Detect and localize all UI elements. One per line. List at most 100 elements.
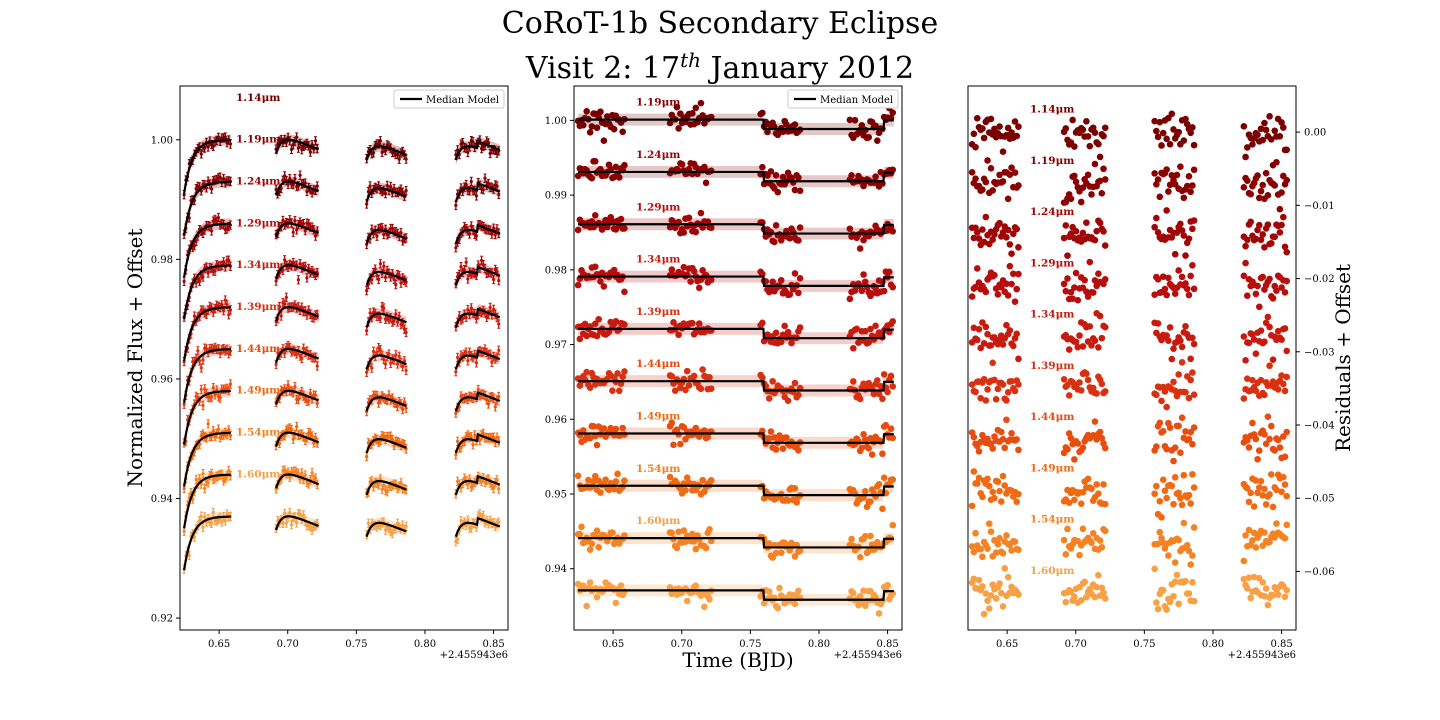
data-point (196, 349, 200, 353)
median-model-line (183, 222, 501, 278)
panel-light-curves: 1.14μm 1.19μm 1.24μm 1.29μm 1.34μm 1.39μm 1.44… (123, 85, 509, 661)
data-point (598, 226, 606, 233)
plot-area (182, 132, 501, 576)
data-point (856, 245, 864, 252)
data-point (481, 513, 485, 518)
data-point (583, 368, 590, 376)
data-point (692, 104, 700, 112)
series-4 (182, 292, 501, 367)
data-point (471, 140, 475, 144)
data-point (221, 308, 226, 313)
data-point (586, 384, 594, 391)
series-5 (182, 340, 501, 409)
data-point (187, 553, 191, 558)
data-point (884, 388, 891, 396)
data-point (459, 446, 463, 450)
data-point (395, 362, 400, 366)
data-point (303, 473, 307, 477)
data-point (308, 431, 312, 436)
data-point (889, 318, 897, 325)
data-point (404, 330, 408, 335)
data-point (289, 428, 294, 432)
data-point (591, 320, 599, 328)
data-point (615, 174, 623, 181)
data-point (690, 267, 698, 275)
data-point (497, 192, 501, 197)
data-point (225, 227, 229, 231)
data-point (378, 262, 382, 266)
median-model-line (578, 118, 894, 131)
data-point (371, 484, 376, 489)
data-point (383, 191, 388, 196)
median-model-line (578, 170, 894, 183)
data-point (781, 322, 788, 330)
series-5 (574, 366, 897, 404)
data-point (461, 317, 465, 321)
data-point (199, 366, 203, 370)
data-point (699, 366, 706, 373)
data-point (699, 224, 706, 231)
data-point (491, 226, 496, 230)
data-point (707, 224, 715, 232)
wavelength-label: 1.60μm (236, 468, 280, 480)
data-point (296, 184, 300, 188)
title-line-2: Visit 2: 17th January 2012 (0, 42, 1440, 87)
data-point (216, 135, 221, 140)
series-2 (574, 209, 897, 252)
data-point (600, 137, 608, 144)
data-point (279, 138, 283, 142)
data-point (772, 171, 780, 179)
data-point (454, 246, 458, 250)
data-point (846, 225, 854, 233)
wavelength-label: 1.24μm (236, 175, 280, 187)
data-point (380, 225, 384, 230)
data-point (868, 290, 876, 297)
data-point (765, 435, 773, 442)
data-point (777, 276, 785, 284)
median-model-line (183, 473, 501, 529)
data-point (401, 523, 405, 527)
data-point (455, 537, 460, 541)
data-point (865, 133, 873, 141)
data-point (394, 282, 398, 287)
data-point (298, 262, 302, 266)
series-6 (182, 379, 501, 451)
data-point (786, 234, 794, 242)
data-point (707, 476, 715, 484)
data-point (380, 150, 384, 154)
data-point (786, 291, 794, 298)
data-point (478, 439, 482, 443)
data-point (600, 283, 608, 290)
data-point (467, 189, 472, 193)
data-point (307, 482, 311, 486)
data-point (401, 190, 405, 194)
data-point (889, 109, 897, 116)
data-point (855, 438, 862, 445)
data-point (666, 223, 674, 231)
data-point (404, 368, 408, 372)
data-point (485, 315, 489, 319)
data-point (293, 176, 297, 181)
data-point (385, 268, 389, 273)
y-tick-label: 0.94 (151, 494, 173, 505)
x-offset-label: +2.455943e6 (440, 650, 508, 661)
data-point (206, 145, 210, 149)
data-point (772, 222, 780, 229)
data-point (310, 225, 314, 229)
title-line-2-prefix: Visit 2: 17 (525, 51, 681, 86)
data-point (860, 236, 867, 244)
data-point (849, 378, 857, 385)
data-point (673, 103, 681, 111)
data-point (390, 437, 394, 442)
data-point (182, 193, 186, 197)
data-point (617, 215, 625, 223)
data-point (495, 151, 499, 155)
data-point (683, 367, 691, 375)
data-point (220, 303, 224, 307)
data-point (401, 365, 405, 369)
data-point (488, 305, 492, 309)
data-point (473, 433, 477, 437)
data-point (274, 279, 278, 283)
data-point (365, 454, 369, 459)
data-point (218, 436, 222, 440)
